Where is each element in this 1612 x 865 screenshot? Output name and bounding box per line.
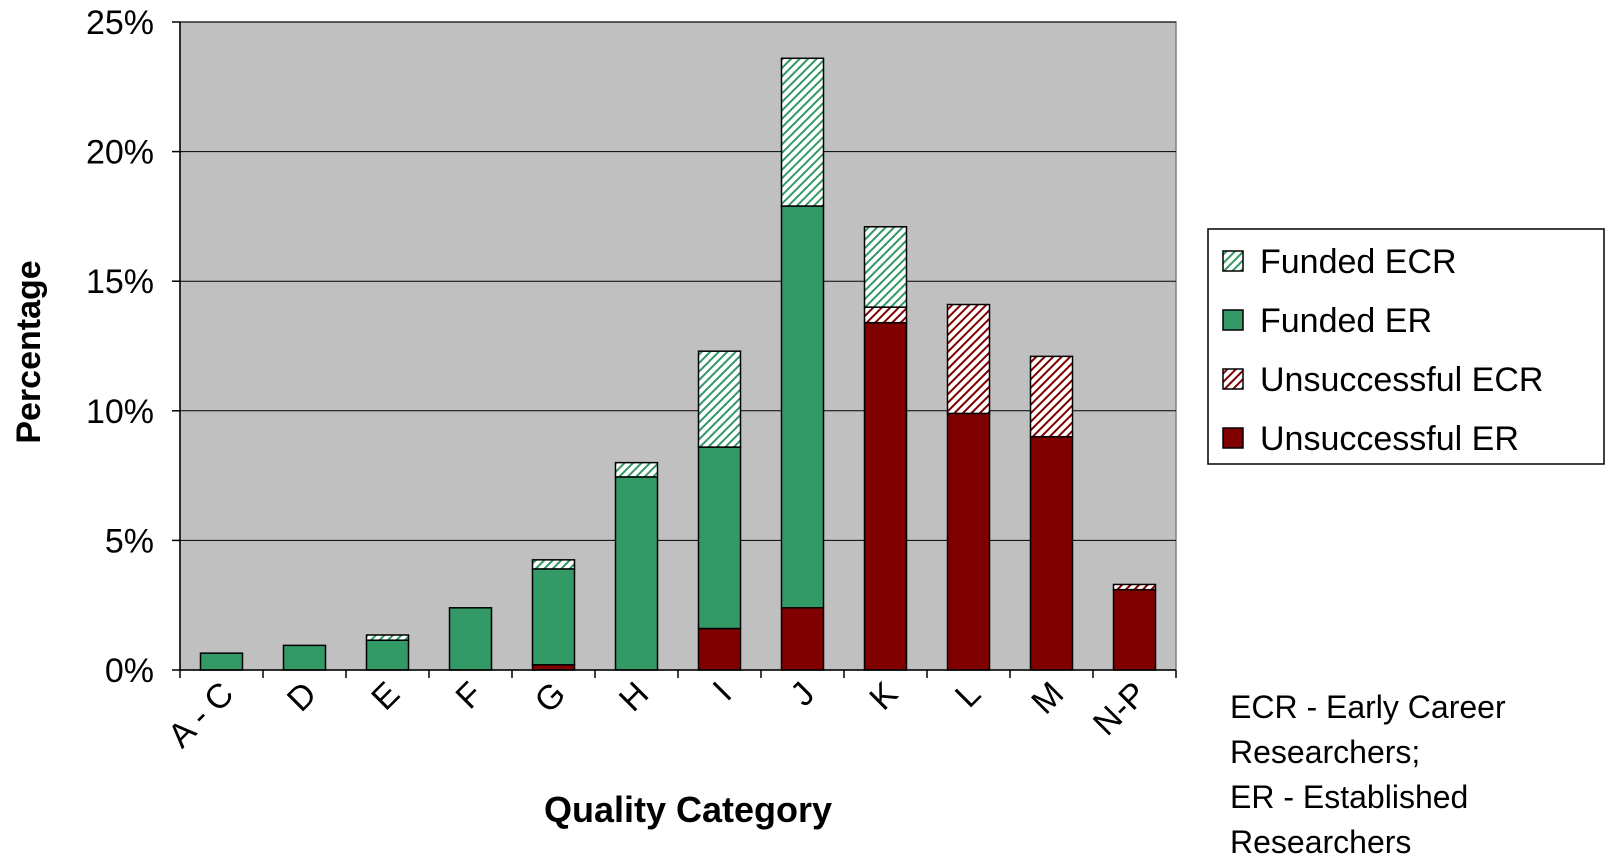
bar-segment bbox=[531, 559, 576, 570]
bar-segment bbox=[1029, 355, 1074, 438]
y-tick-label: 0% bbox=[105, 652, 154, 690]
legend-label: Unsuccessful ECR bbox=[1260, 361, 1543, 399]
bar-segment bbox=[365, 634, 410, 641]
bar-segment bbox=[863, 306, 908, 324]
bar-segment bbox=[697, 627, 742, 671]
gridlines bbox=[180, 21, 1176, 541]
y-tick-label: 20% bbox=[86, 134, 154, 172]
bar-segment bbox=[531, 568, 576, 666]
bar-segment bbox=[448, 607, 493, 671]
bar-segment bbox=[946, 303, 991, 415]
abbreviation-note: ECR - Early Career Researchers; ER - Est… bbox=[1230, 685, 1610, 865]
legend-swatch bbox=[1222, 309, 1244, 331]
x-tick-label: L bbox=[948, 675, 988, 715]
bar-segment bbox=[697, 446, 742, 630]
x-tick-label: F bbox=[449, 675, 491, 717]
bar-segment bbox=[1029, 435, 1074, 671]
note-line: ER - Established bbox=[1230, 779, 1469, 815]
legend-swatch bbox=[1222, 250, 1244, 272]
x-tick-label: J bbox=[783, 675, 822, 714]
bar-segment bbox=[614, 461, 659, 478]
y-tick-label: 25% bbox=[86, 4, 154, 42]
bar-segment bbox=[697, 350, 742, 448]
bar-segment bbox=[1112, 583, 1157, 591]
x-axis-title: Quality Category bbox=[544, 789, 832, 830]
legend-label: Unsuccessful ER bbox=[1260, 420, 1519, 458]
x-tick-label: K bbox=[862, 675, 905, 718]
note-line: ECR - Early Career bbox=[1230, 689, 1506, 725]
y-tick-label: 15% bbox=[86, 263, 154, 301]
legend-box bbox=[1207, 228, 1605, 465]
legend-swatch bbox=[1222, 368, 1244, 390]
x-tick-label: I bbox=[706, 675, 740, 709]
bar-segment bbox=[282, 644, 327, 671]
x-tick-label: E bbox=[364, 675, 407, 718]
x-tick-label: N-P bbox=[1086, 675, 1154, 743]
x-tick-label: D bbox=[280, 675, 324, 719]
legend-label: Funded ER bbox=[1260, 302, 1432, 340]
x-tick-label: G bbox=[528, 675, 574, 721]
note-line: Researchers; bbox=[1230, 734, 1421, 770]
bar-segment bbox=[614, 476, 659, 671]
legend-swatch bbox=[1222, 427, 1244, 449]
bar-segment bbox=[780, 57, 825, 207]
bar-segment bbox=[780, 607, 825, 671]
bar-segment bbox=[531, 664, 576, 671]
bar-segment bbox=[199, 652, 244, 671]
bar-segment bbox=[780, 205, 825, 609]
y-tick-label: 5% bbox=[105, 522, 154, 560]
y-axis-title: Percentage bbox=[10, 260, 48, 443]
bars bbox=[199, 57, 1157, 671]
x-tick-label: M bbox=[1024, 675, 1071, 722]
bar-segment bbox=[946, 412, 991, 671]
legend-label: Funded ECR bbox=[1260, 243, 1457, 281]
bar-segment bbox=[863, 226, 908, 308]
plot-area bbox=[179, 21, 1177, 671]
y-tick-label: 10% bbox=[86, 393, 154, 431]
x-tick-label: A - C bbox=[161, 675, 241, 755]
legend: Funded ECR Funded ER Unsuccessful ECR Unsuc… bbox=[1207, 228, 1605, 465]
x-tick-label: H bbox=[612, 675, 656, 719]
bar-segment bbox=[1112, 588, 1157, 671]
note-line: Researchers bbox=[1230, 824, 1412, 860]
bar-segment bbox=[863, 321, 908, 671]
bar-segment bbox=[365, 639, 410, 671]
